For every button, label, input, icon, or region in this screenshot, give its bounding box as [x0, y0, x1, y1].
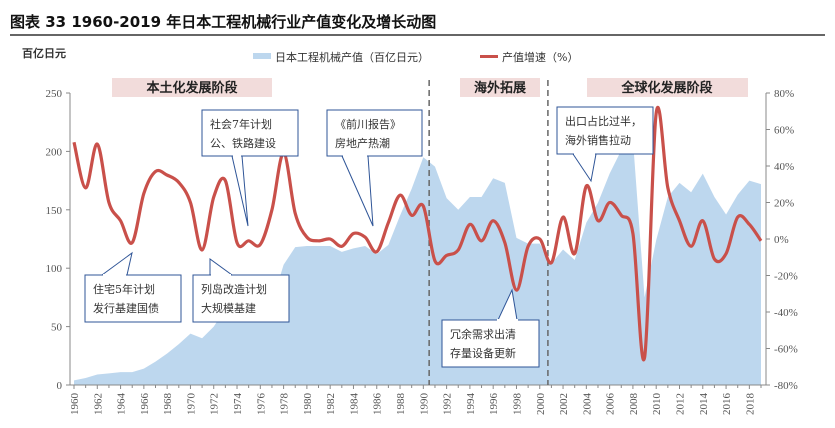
- left-tick-label: 100: [46, 263, 63, 275]
- x-tick-label: 2004: [581, 393, 593, 416]
- callout-text: 大规模基建: [201, 301, 256, 315]
- callout-text: 列岛改造计划: [201, 282, 267, 296]
- left-tick-label: 200: [46, 146, 63, 158]
- right-tick-label: 60%: [774, 125, 794, 137]
- callout-text: 房地产热潮: [335, 136, 390, 150]
- callout-pointer: [231, 155, 249, 227]
- right-tick-label: 20%: [774, 198, 794, 210]
- callout-pointer: [209, 258, 234, 276]
- callout-pointer: [572, 153, 597, 183]
- x-tick-label: 1986: [372, 393, 384, 416]
- left-tick-label: 150: [46, 205, 63, 217]
- callout-box: 《前川报告》房地产热潮: [326, 109, 423, 227]
- callout-pointer: [100, 251, 133, 276]
- output-area-series: [74, 139, 761, 385]
- left-tick-label: 50: [51, 322, 63, 334]
- x-tick-label: 1992: [442, 393, 454, 415]
- x-tick-label: 1996: [488, 392, 500, 415]
- callout-text: 海外销售拉动: [565, 133, 631, 147]
- callout-frame: [326, 109, 423, 157]
- x-tick-label: 1960: [69, 393, 81, 416]
- chart-title: 图表 33 1960-2019 年日本工程机械行业产值变化及增长动图: [10, 13, 436, 31]
- callout-frame: [84, 274, 182, 323]
- right-tick-label: 80%: [774, 88, 794, 100]
- right-tick-label: 0%: [774, 234, 789, 246]
- callout-frame: [556, 106, 654, 155]
- callout-text: 发行基建国债: [93, 301, 159, 315]
- phase-labels: 本土化发展阶段 海外拓展 全球化发展阶段: [112, 78, 748, 97]
- right-tick-label: -80%: [774, 380, 798, 392]
- phase-box-global: [587, 78, 748, 97]
- right-tick-label: -60%: [774, 344, 798, 356]
- callout-box: 出口占比过半， 海外销售拉动: [556, 106, 654, 183]
- x-tick-label: 1972: [209, 393, 221, 415]
- x-tick-label: 2018: [744, 393, 756, 416]
- right-tick-label: -40%: [774, 307, 798, 319]
- callout-text: 出口占比过半，: [565, 114, 642, 128]
- x-tick-label: 1976: [255, 393, 267, 416]
- left-tick-label: 250: [46, 88, 63, 100]
- legend-area-swatch: [253, 53, 271, 59]
- legend-line-label: 产值增速（%）: [502, 50, 578, 64]
- x-tick-label: 1994: [465, 393, 477, 416]
- x-tick-label: 1984: [348, 393, 360, 416]
- callout-frame: [441, 319, 540, 368]
- callout-pointer: [341, 155, 374, 227]
- callout-text: 冗余需求出清: [450, 327, 516, 341]
- x-tick-label: 1964: [116, 393, 128, 416]
- right-tick-label: -20%: [774, 271, 798, 283]
- callout-text: 社会7年计划: [210, 117, 272, 131]
- x-tick-label: 2000: [535, 393, 547, 416]
- phase-box-overseas: [460, 78, 540, 97]
- phase-label-global: 全球化发展阶段: [620, 80, 712, 96]
- callout-frame: [201, 109, 299, 157]
- x-tick-label: 1968: [162, 393, 174, 416]
- x-tick-label: 1980: [302, 393, 314, 416]
- callout-text: 公、铁路建设: [210, 136, 276, 150]
- x-tick-label: 2016: [721, 393, 733, 416]
- x-tick-label: 1966: [139, 393, 151, 416]
- x-tick-label: 2012: [674, 393, 686, 415]
- legend-line-swatch: [480, 55, 498, 58]
- x-tick-label: 2014: [698, 393, 710, 416]
- x-tick-label: 1974: [232, 393, 244, 416]
- x-tick-label: 1978: [279, 393, 291, 416]
- legend-area-label: 日本工程机械产值（百亿日元）: [275, 50, 429, 64]
- callout-text: 存量设备更新: [450, 346, 516, 360]
- callout-frame: [192, 274, 290, 323]
- x-tick-label: 2006: [605, 393, 617, 416]
- callout-text: 《前川报告》: [335, 117, 401, 131]
- phase-box-domestic: [112, 78, 272, 97]
- x-tick-label: 1970: [185, 393, 197, 416]
- legend: 日本工程机械产值（百亿日元） 产值增速（%）: [253, 50, 578, 64]
- x-tick-label: 2010: [651, 393, 663, 416]
- left-axis-unit: 百亿日元: [22, 46, 66, 60]
- x-tick-label: 1962: [92, 393, 104, 415]
- x-tick-label: 1990: [418, 393, 430, 416]
- growth-rate-line: [72, 105, 763, 362]
- x-tick-label: 1998: [511, 393, 523, 416]
- phase-label-overseas: 海外拓展: [474, 80, 527, 96]
- phase-label-domestic: 本土化发展阶段: [146, 80, 237, 96]
- right-tick-label: 40%: [774, 161, 794, 173]
- x-tick-label: 1982: [325, 393, 337, 415]
- x-tick-label: 2008: [628, 393, 640, 416]
- x-tick-label: 2002: [558, 393, 570, 415]
- callout-text: 住宅5年计划: [93, 282, 155, 296]
- x-tick-label: 1988: [395, 393, 407, 416]
- left-tick-label: 0: [57, 380, 63, 392]
